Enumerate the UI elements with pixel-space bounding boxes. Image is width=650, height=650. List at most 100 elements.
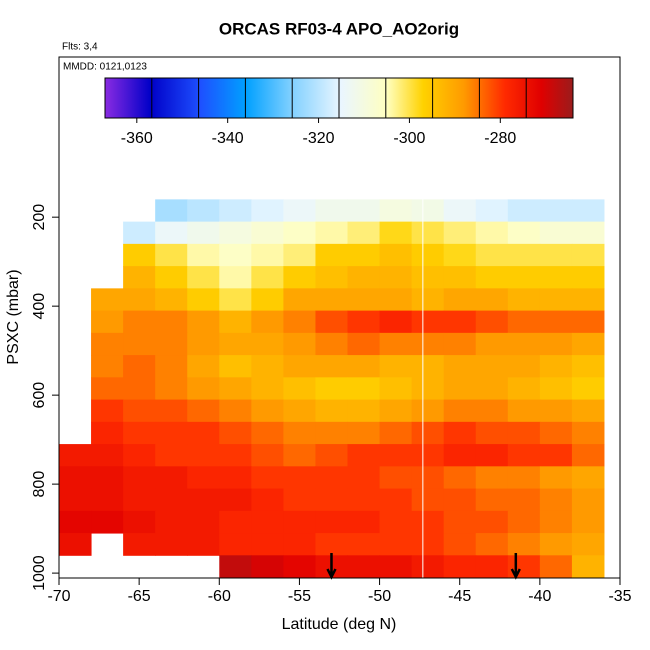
heat-cell bbox=[155, 288, 188, 312]
heat-cell bbox=[571, 399, 605, 423]
heat-cell bbox=[539, 555, 573, 579]
heat-cell bbox=[475, 332, 509, 356]
heat-cell bbox=[155, 510, 188, 534]
heat-cell bbox=[283, 555, 316, 579]
heat-cell bbox=[123, 377, 156, 401]
heat-cell bbox=[155, 488, 188, 512]
heat-cell bbox=[379, 555, 413, 579]
heat-cell bbox=[155, 377, 188, 401]
x-axis-label: Latitude (deg N) bbox=[282, 616, 397, 633]
heat-cell bbox=[123, 510, 156, 534]
heat-cell bbox=[91, 355, 124, 378]
heat-cell bbox=[91, 377, 124, 401]
heat-cell bbox=[251, 488, 284, 512]
heat-cell bbox=[187, 399, 220, 423]
heat-cell bbox=[507, 510, 541, 534]
y-tick-label: 400 bbox=[31, 293, 48, 320]
heat-cell bbox=[539, 444, 573, 467]
heat-cell bbox=[91, 310, 124, 334]
heat-cell bbox=[123, 444, 156, 467]
heat-cell bbox=[283, 444, 316, 467]
heat-cell bbox=[155, 533, 188, 556]
heat-cell bbox=[251, 444, 284, 467]
colorbar-tick-label: -280 bbox=[484, 130, 516, 147]
heat-cell bbox=[91, 510, 124, 534]
heat-cell bbox=[91, 399, 124, 423]
heat-cell bbox=[379, 466, 413, 490]
heat-cell bbox=[475, 355, 509, 378]
heat-cell bbox=[187, 444, 220, 467]
x-tick-label: -50 bbox=[368, 588, 391, 605]
heat-cell bbox=[571, 288, 605, 312]
heat-cell bbox=[411, 288, 445, 312]
heat-cell bbox=[475, 555, 509, 579]
x-tick-label: -60 bbox=[208, 588, 231, 605]
heat-cell bbox=[251, 332, 284, 356]
heat-cell bbox=[379, 355, 413, 378]
y-tick-label: 1000 bbox=[31, 555, 48, 591]
heat-cell bbox=[571, 444, 605, 467]
heat-cell bbox=[123, 399, 156, 423]
heat-cell bbox=[475, 377, 509, 401]
heat-cell bbox=[59, 510, 92, 534]
heat-cell bbox=[539, 288, 573, 312]
heat-cell bbox=[59, 444, 92, 467]
heat-cell bbox=[475, 533, 509, 556]
heat-cell bbox=[187, 488, 220, 512]
heat-cell bbox=[283, 421, 316, 445]
heat-cell bbox=[443, 199, 477, 223]
heat-cell bbox=[539, 221, 573, 245]
heat-cell bbox=[571, 266, 605, 289]
subtitle: Flts: 3,4 bbox=[62, 42, 98, 53]
heat-cell bbox=[571, 421, 605, 445]
heat-cell bbox=[411, 533, 445, 556]
heat-cell bbox=[507, 421, 541, 445]
heat-cell bbox=[155, 332, 188, 356]
heat-cell bbox=[155, 243, 188, 267]
heat-cell bbox=[571, 332, 605, 356]
x-tick-label: -55 bbox=[288, 588, 311, 605]
heat-cell bbox=[123, 288, 156, 312]
heat-cell bbox=[155, 466, 188, 490]
heat-cell bbox=[539, 421, 573, 445]
heat-cell bbox=[571, 355, 605, 378]
heat-cell bbox=[219, 199, 252, 223]
heat-cell bbox=[251, 510, 284, 534]
heat-cell bbox=[315, 199, 349, 223]
arrow bbox=[510, 553, 521, 580]
heat-cell bbox=[219, 288, 252, 312]
heat-cell bbox=[539, 199, 573, 223]
heat-cell bbox=[475, 199, 509, 223]
heat-cell bbox=[187, 355, 220, 378]
heat-cell bbox=[347, 488, 381, 512]
heat-cell bbox=[315, 288, 349, 312]
heat-cell bbox=[571, 510, 605, 534]
heat-cell bbox=[507, 533, 541, 556]
heat-cell bbox=[475, 510, 509, 534]
heat-cell bbox=[123, 355, 156, 378]
heat-cell bbox=[315, 488, 349, 512]
heat-cell bbox=[219, 310, 252, 334]
heat-cell bbox=[411, 466, 445, 490]
heat-cell bbox=[539, 510, 573, 534]
heat-cell bbox=[155, 444, 188, 467]
heat-cell bbox=[123, 421, 156, 445]
heat-cell bbox=[347, 444, 381, 467]
heat-cell bbox=[347, 199, 381, 223]
heat-cell bbox=[283, 466, 316, 490]
heat-cell bbox=[91, 466, 124, 490]
heat-cell bbox=[219, 221, 252, 245]
heat-cell bbox=[219, 266, 252, 289]
heat-cell bbox=[155, 199, 188, 223]
heat-cell bbox=[283, 399, 316, 423]
heat-cell bbox=[443, 221, 477, 245]
heat-cell bbox=[411, 332, 445, 356]
heat-cell bbox=[251, 421, 284, 445]
heat-cell bbox=[251, 533, 284, 556]
heat-cell bbox=[443, 466, 477, 490]
heat-cell bbox=[347, 355, 381, 378]
heat-cell bbox=[443, 377, 477, 401]
heat-cell bbox=[219, 488, 252, 512]
heat-cell bbox=[251, 199, 284, 223]
heat-cell bbox=[571, 243, 605, 267]
